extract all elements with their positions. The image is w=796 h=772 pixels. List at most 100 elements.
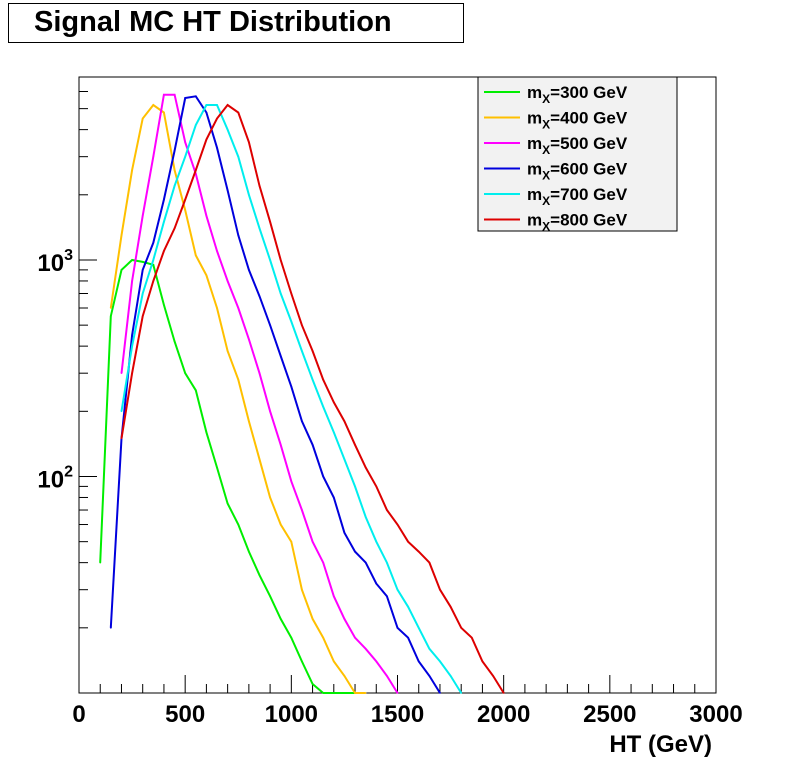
series-point xyxy=(269,595,271,597)
series-point xyxy=(439,692,441,694)
series-point xyxy=(322,636,324,639)
series-point xyxy=(301,324,303,326)
series-point xyxy=(152,104,155,106)
series-point xyxy=(163,250,165,252)
series-point xyxy=(322,405,324,408)
x-tick-label: 1500 xyxy=(371,701,424,728)
series-point xyxy=(141,269,144,271)
series-point xyxy=(141,315,144,317)
legend-box xyxy=(477,76,678,232)
y-axis-ticks: 103 102 xyxy=(37,76,97,694)
series-point xyxy=(279,523,282,526)
series-point xyxy=(184,155,186,158)
x-tick-label: 2000 xyxy=(477,701,530,728)
series-point xyxy=(237,111,240,114)
series-point xyxy=(258,372,261,374)
series-point xyxy=(460,692,463,694)
series-point xyxy=(141,117,144,120)
series-point xyxy=(194,124,197,126)
legend-label: mX=500 GeV xyxy=(527,134,628,157)
series-point xyxy=(216,466,218,469)
series-point xyxy=(163,221,165,223)
series-point xyxy=(386,561,388,564)
series-point xyxy=(173,93,176,96)
chart-title-box: Signal MC HT Distribution xyxy=(8,3,464,43)
series-point xyxy=(322,378,324,381)
legend-label: mX=300 GeV xyxy=(527,83,628,106)
series-point xyxy=(258,295,261,298)
series-point xyxy=(301,350,303,352)
series-point xyxy=(110,627,112,629)
series-point xyxy=(279,618,282,620)
series-point xyxy=(237,523,240,526)
series-point xyxy=(120,372,123,374)
series-point xyxy=(386,595,388,597)
series-point xyxy=(216,117,218,120)
series-point xyxy=(471,636,473,639)
series-point xyxy=(131,280,133,282)
series-point xyxy=(131,334,133,336)
series-point xyxy=(237,307,240,309)
series-point xyxy=(216,250,218,252)
series-line xyxy=(120,103,505,694)
series-point xyxy=(354,636,356,639)
series-point xyxy=(322,692,324,694)
series-point xyxy=(184,372,186,374)
series-line xyxy=(109,95,441,694)
series-point xyxy=(237,155,240,158)
series-point xyxy=(184,97,186,99)
series-point xyxy=(364,561,367,564)
series-point xyxy=(428,675,431,677)
series-point xyxy=(343,618,346,620)
series-point xyxy=(226,189,229,192)
legend-label: mX=400 GeV xyxy=(527,109,628,132)
series-point xyxy=(301,420,303,423)
series-point xyxy=(184,141,186,143)
legend-label: mX=700 GeV xyxy=(527,185,628,208)
series-point xyxy=(99,561,102,564)
series-point xyxy=(343,531,346,534)
series-point xyxy=(205,111,208,114)
x-tick-label: 3000 xyxy=(689,701,742,728)
series-point xyxy=(407,606,409,608)
series-point xyxy=(290,320,293,323)
series-point xyxy=(279,292,282,295)
series-point xyxy=(152,242,155,244)
series-point xyxy=(333,692,335,694)
series-point xyxy=(290,292,293,295)
series-point xyxy=(131,372,133,374)
series-point xyxy=(173,169,176,171)
series-point xyxy=(163,304,165,306)
series-point xyxy=(173,227,176,230)
series-point xyxy=(120,234,123,237)
series-point xyxy=(311,350,314,352)
series-point xyxy=(216,104,218,106)
series-point xyxy=(237,378,240,381)
x-tick-label: 1000 xyxy=(265,701,318,728)
series-point xyxy=(248,550,250,553)
series-point xyxy=(343,692,346,694)
series-point xyxy=(163,93,165,96)
series-point xyxy=(375,582,378,585)
x-axis-title: HT (GeV) xyxy=(609,731,712,758)
series-point xyxy=(141,261,144,263)
series-point xyxy=(354,444,356,446)
series-point xyxy=(269,221,271,223)
series-point xyxy=(184,198,186,201)
series-point xyxy=(248,193,250,196)
series-point xyxy=(194,389,197,392)
series-point xyxy=(290,636,293,639)
y-tick-label: 102 xyxy=(37,463,73,493)
series-point xyxy=(279,259,282,261)
series-point xyxy=(364,466,367,469)
series-point xyxy=(301,588,303,591)
series-point xyxy=(131,345,133,347)
series-point xyxy=(205,274,208,277)
series-point xyxy=(173,185,176,187)
series-point xyxy=(311,618,314,620)
series-point xyxy=(417,550,420,553)
series-point xyxy=(311,378,314,381)
series-point xyxy=(269,496,271,499)
series-point xyxy=(269,259,271,261)
